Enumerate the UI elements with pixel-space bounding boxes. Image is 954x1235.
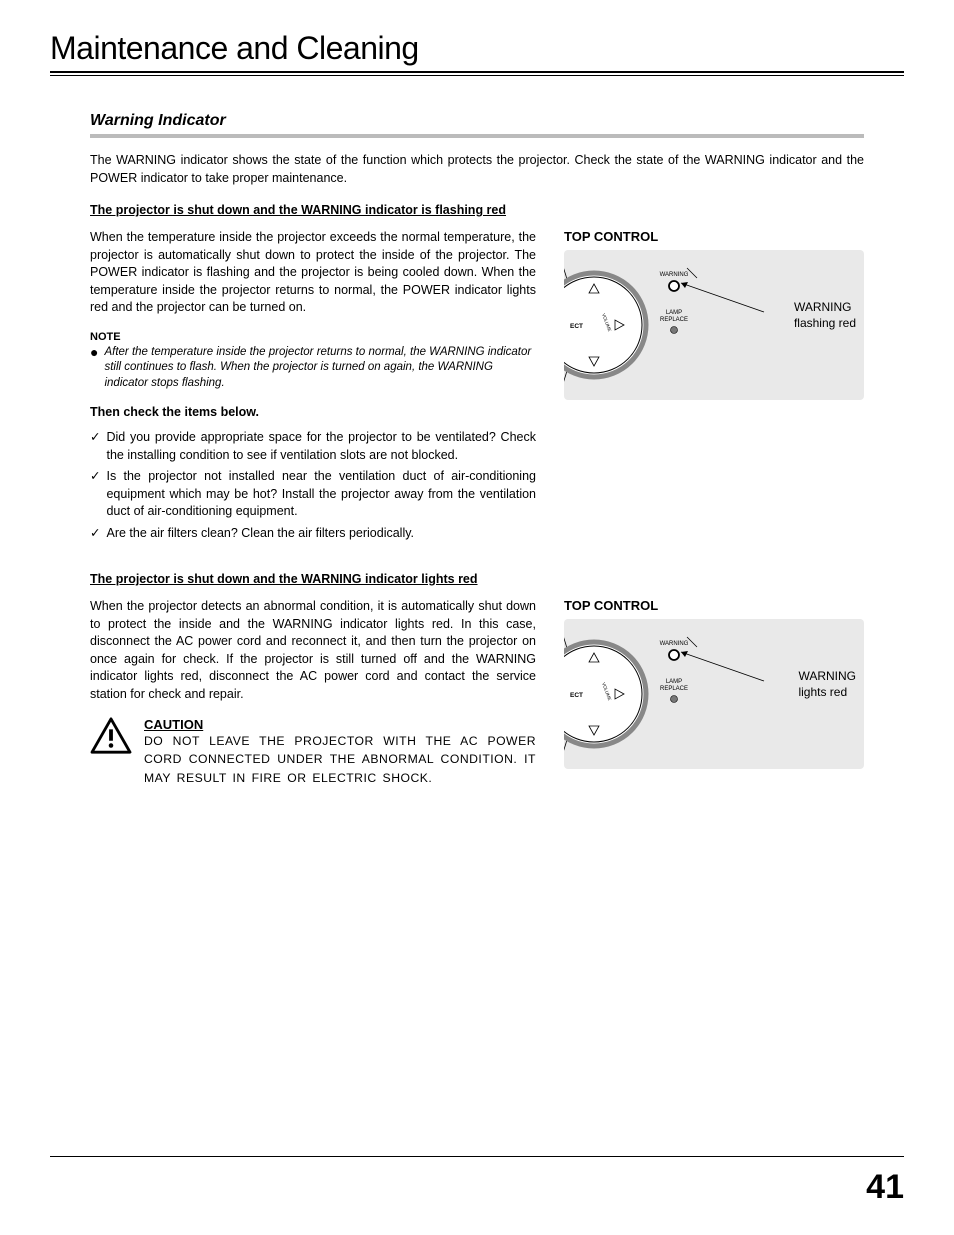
annotation-line2: lights red (798, 685, 847, 699)
page-number: 41 (866, 1168, 904, 1207)
list-item: ✓Is the projector not installed near the… (90, 468, 536, 521)
caution-text: DO NOT LEAVE THE PROJECTOR WITH THE AC P… (144, 732, 536, 787)
check-icon: ✓ (90, 429, 100, 464)
warning-triangle-icon (90, 717, 132, 755)
footer-rule (50, 1156, 904, 1157)
figure1-annotation: WARNING flashing red (794, 300, 856, 331)
ect-label: ECT (570, 692, 583, 699)
block2-columns: When the projector detects an abnormal c… (90, 598, 864, 787)
block2-right: TOP CONTROL ECT VOLUME WARNI (564, 598, 864, 787)
figure1-box: ECT VOLUME WARNING LAMP REPLACE WARNING … (564, 250, 864, 400)
caution-row: CAUTION DO NOT LEAVE THE PROJECTOR WITH … (90, 717, 536, 787)
block1-left: When the temperature inside the projecto… (90, 229, 536, 546)
check-heading: Then check the items below. (90, 405, 536, 419)
figure2-box: ECT VOLUME WARNING LAMP REPLACE WARNING … (564, 619, 864, 769)
section-heading: Warning Indicator (90, 112, 864, 130)
caution-heading: CAUTION (144, 717, 536, 732)
check-text: Did you provide appropriate space for th… (106, 429, 536, 464)
block1-right: TOP CONTROL (564, 229, 864, 546)
warning-label: WARNING (660, 641, 689, 647)
figure1-title: TOP CONTROL (564, 229, 864, 244)
note-row: ● After the temperature inside the proje… (90, 345, 536, 392)
check-text: Are the air filters clean? Clean the air… (106, 525, 414, 543)
caution-text-block: CAUTION DO NOT LEAVE THE PROJECTOR WITH … (144, 717, 536, 787)
list-item: ✓Did you provide appropriate space for t… (90, 429, 536, 464)
note-label: NOTE (90, 331, 536, 343)
note-text: After the temperature inside the project… (104, 345, 536, 392)
annotation-line1: WARNING (798, 669, 856, 683)
section-rule (90, 134, 864, 138)
page-title: Maintenance and Cleaning (50, 30, 904, 67)
lamp-label-2: REPLACE (660, 317, 688, 323)
block1-columns: When the temperature inside the projecto… (90, 229, 864, 546)
check-icon: ✓ (90, 468, 100, 521)
title-rule-2 (50, 75, 904, 76)
figure2-annotation: WARNING lights red (798, 669, 856, 700)
content-area: Warning Indicator The WARNING indicator … (50, 112, 904, 787)
warning-label: WARNING (660, 272, 689, 278)
section-intro: The WARNING indicator shows the state of… (90, 152, 864, 187)
title-rule-1 (50, 71, 904, 73)
check-text: Is the projector not installed near the … (106, 468, 536, 521)
lamp-label-2: REPLACE (660, 686, 688, 692)
figure2-title: TOP CONTROL (564, 598, 864, 613)
list-item: ✓ Are the air filters clean? Clean the ai… (90, 525, 536, 543)
lamp-label-1: LAMP (666, 310, 682, 316)
block1-heading: The projector is shut down and the WARNI… (90, 203, 864, 217)
block2-body: When the projector detects an abnormal c… (90, 598, 536, 703)
block2-heading: The projector is shut down and the WARNI… (90, 572, 864, 586)
check-icon: ✓ (90, 525, 100, 543)
block1-body: When the temperature inside the projecto… (90, 229, 536, 317)
check-list: ✓Did you provide appropriate space for t… (90, 429, 536, 542)
lamp-label-1: LAMP (666, 679, 682, 685)
annotation-line1: WARNING (794, 300, 852, 314)
bullet-icon: ● (90, 345, 98, 392)
block2-left: When the projector detects an abnormal c… (90, 598, 536, 787)
annotation-line2: flashing red (794, 316, 856, 330)
ect-label: ECT (570, 323, 583, 330)
